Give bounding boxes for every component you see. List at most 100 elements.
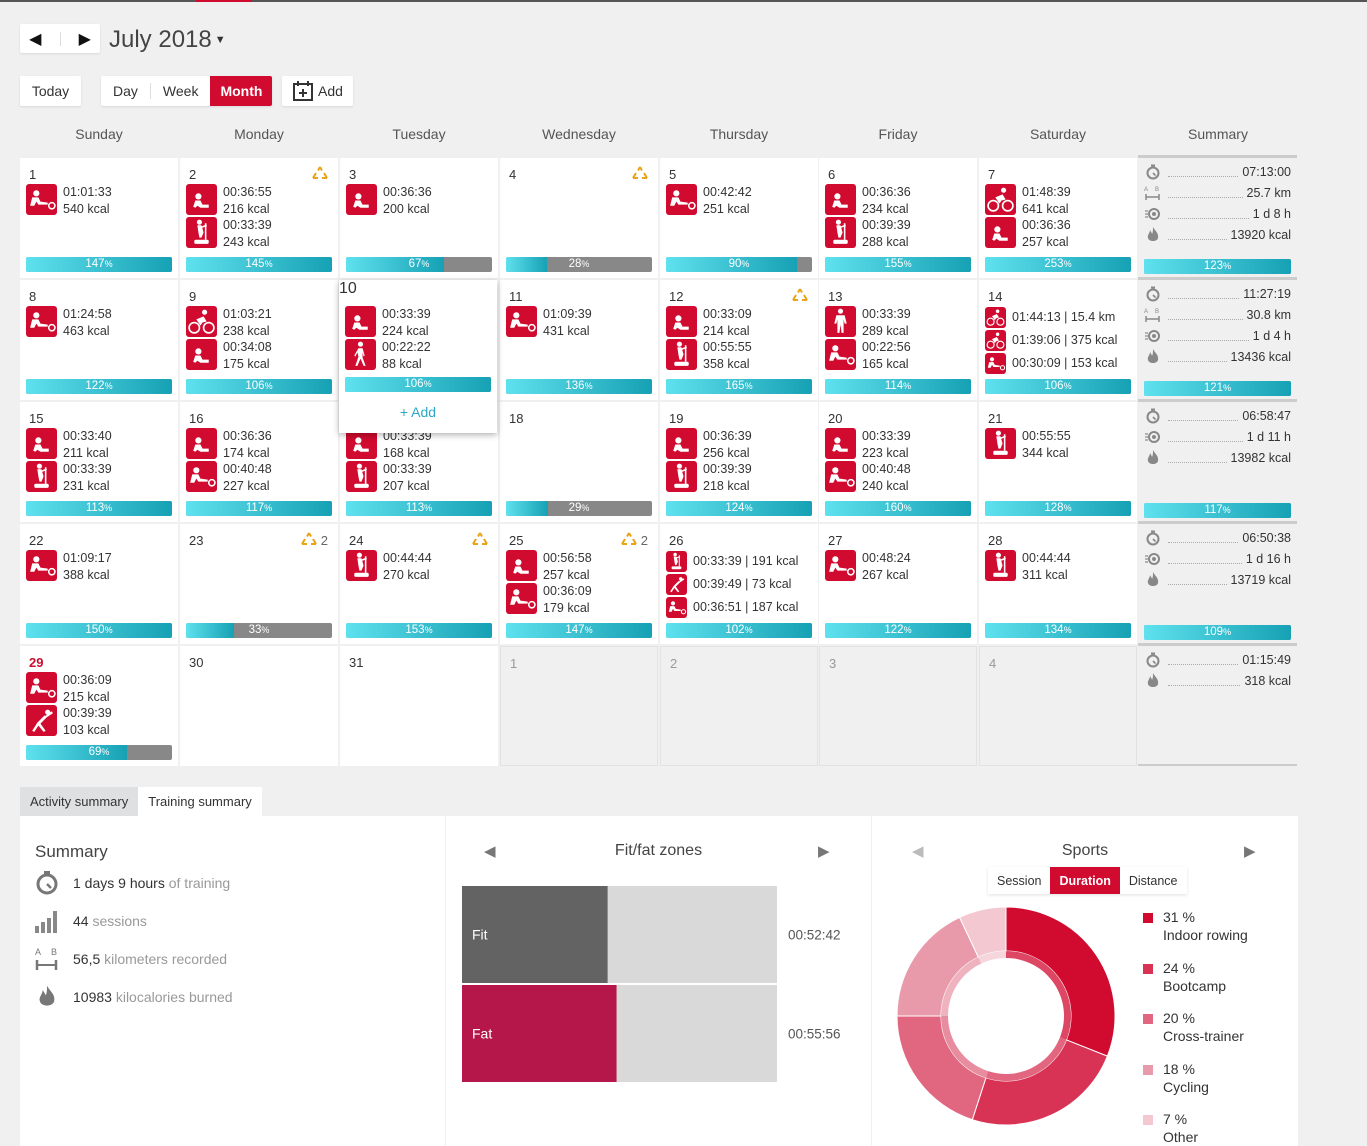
- activity-item[interactable]: 00:44:44 311 kcal: [985, 550, 1133, 583]
- day-cell[interactable]: 8 01:24:58 463 kcal 122%: [20, 280, 178, 400]
- month-selector[interactable]: July 2018 ▼: [109, 26, 226, 54]
- activity-item[interactable]: 01:44:13 | 15.4 km: [985, 306, 1133, 329]
- activity-item[interactable]: 00:36:55 216 kcal: [186, 184, 334, 217]
- activity-item[interactable]: 00:36:36 257 kcal: [985, 217, 1133, 250]
- day-cell[interactable]: 1: [500, 646, 658, 766]
- popup-add-link[interactable]: + Add: [399, 404, 437, 420]
- activity-item[interactable]: 00:30:09 | 153 kcal: [985, 352, 1133, 375]
- legend-item[interactable]: 31 % Indoor rowing: [1143, 908, 1248, 959]
- day-cell[interactable]: 25 2 00:56:58 257 kcal 00:36:09 179 kcal 147%: [500, 524, 658, 644]
- day-cell[interactable]: 23 2 33%: [180, 524, 338, 644]
- legend-item[interactable]: 24 % Bootcamp: [1143, 959, 1248, 1010]
- activity-item[interactable]: 01:09:17 388 kcal: [26, 550, 174, 583]
- tab-training-summary[interactable]: Training summary: [138, 787, 262, 816]
- day-cell[interactable]: 24 00:44:44 270 kcal 153%: [340, 524, 498, 644]
- activity-item[interactable]: 00:39:39 103 kcal: [26, 705, 174, 738]
- tab-activity-summary[interactable]: Activity summary: [20, 787, 139, 816]
- day-cell[interactable]: 1 01:01:33 540 kcal 147%: [20, 158, 178, 278]
- activity-item[interactable]: 00:33:39 243 kcal: [186, 217, 334, 250]
- day-cell[interactable]: 18 29%: [500, 402, 658, 522]
- activity-item[interactable]: 00:39:39 218 kcal: [666, 461, 814, 494]
- sports-prev-icon[interactable]: ◀: [912, 843, 924, 860]
- fitfat-prev-icon[interactable]: ◀: [484, 843, 496, 860]
- activity-item[interactable]: 00:40:48 227 kcal: [186, 461, 334, 494]
- activity-item[interactable]: 00:33:09 214 kcal: [666, 306, 814, 339]
- warning-indicator[interactable]: 2: [300, 532, 328, 548]
- view-week-button[interactable]: Week: [162, 83, 199, 99]
- zone-bar-fat[interactable]: [462, 985, 617, 1082]
- warning-indicator[interactable]: [312, 166, 328, 182]
- activity-item[interactable]: 00:33:39 289 kcal: [825, 306, 973, 339]
- day-cell[interactable]: 15 00:33:40 211 kcal 00:33:39 231 kcal 113%: [20, 402, 178, 522]
- activity-item[interactable]: 00:33:39 | 191 kcal: [666, 550, 814, 573]
- activity-item[interactable]: 00:34:08 175 kcal: [186, 339, 334, 372]
- legend-item[interactable]: 7 % Other: [1143, 1110, 1248, 1146]
- activity-item[interactable]: 00:56:58 257 kcal: [506, 550, 654, 583]
- activity-item[interactable]: 00:40:48 240 kcal: [825, 461, 973, 494]
- activity-item[interactable]: 00:36:39 256 kcal: [666, 428, 814, 461]
- activity-item[interactable]: 01:01:33 540 kcal: [26, 184, 174, 217]
- day-cell[interactable]: 22 01:09:17 388 kcal 150%: [20, 524, 178, 644]
- activity-item[interactable]: 00:36:09 215 kcal: [26, 672, 174, 705]
- activity-item[interactable]: 01:39:06 | 375 kcal: [985, 329, 1133, 352]
- prev-month-icon[interactable]: ◀: [29, 30, 42, 48]
- day-cell[interactable]: 2 00:36:55 216 kcal 00:33:39 243 kcal 145%: [180, 158, 338, 278]
- activity-item[interactable]: 01:03:21 238 kcal: [186, 306, 334, 339]
- today-button[interactable]: Today: [20, 76, 81, 106]
- day-cell[interactable]: 27 00:48:24 267 kcal 122%: [819, 524, 977, 644]
- warning-indicator[interactable]: [792, 288, 808, 304]
- day-cell[interactable]: 30: [180, 646, 338, 766]
- day-cell[interactable]: 2: [660, 646, 818, 766]
- activity-item[interactable]: 00:36:36 234 kcal: [825, 184, 973, 217]
- warning-indicator[interactable]: [472, 532, 488, 548]
- activity-item[interactable]: 00:42:42 251 kcal: [666, 184, 814, 217]
- day-cell[interactable]: 16 00:36:36 174 kcal 00:40:48 227 kcal 117%: [180, 402, 338, 522]
- day-cell[interactable]: 21 00:55:55 344 kcal 128%: [979, 402, 1137, 522]
- next-month-icon[interactable]: ▶: [78, 30, 91, 48]
- warning-indicator[interactable]: 2: [620, 532, 648, 548]
- day-cell[interactable]: 4 28%: [500, 158, 658, 278]
- activity-item[interactable]: 00:33:40 211 kcal: [26, 428, 174, 461]
- activity-item[interactable]: 00:33:39 168 kcal: [346, 428, 494, 461]
- day-cell[interactable]: 3 00:36:36 200 kcal 67%: [340, 158, 498, 278]
- day-cell[interactable]: 5 00:42:42 251 kcal 90%: [660, 158, 818, 278]
- activity-item[interactable]: 00:39:49 | 73 kcal: [666, 573, 814, 596]
- day-cell[interactable]: 29 00:36:09 215 kcal 00:39:39 103 kcal 69%: [20, 646, 178, 766]
- sports-next-icon[interactable]: ▶: [1244, 843, 1256, 860]
- activity-item[interactable]: 00:36:36 174 kcal: [186, 428, 334, 461]
- activity-item[interactable]: 00:33:39 207 kcal: [346, 461, 494, 494]
- activity-item[interactable]: 00:48:24 267 kcal: [825, 550, 973, 583]
- day-cell[interactable]: 12 00:33:09 214 kcal 00:55:55 358 kcal 165%: [660, 280, 818, 400]
- day-cell[interactable]: 4: [979, 646, 1137, 766]
- activity-item[interactable]: 00:22:22 88 kcal: [345, 339, 493, 372]
- view-day-button[interactable]: Day: [113, 83, 138, 99]
- day-cell[interactable]: 9 01:03:21 238 kcal 00:34:08 175 kcal 106%: [180, 280, 338, 400]
- activity-item[interactable]: 00:22:56 165 kcal: [825, 339, 973, 372]
- activity-item[interactable]: 00:36:36 200 kcal: [346, 184, 494, 217]
- view-month-button[interactable]: Month: [210, 76, 273, 106]
- mode-duration-button[interactable]: Duration: [1050, 867, 1120, 894]
- activity-item[interactable]: 00:44:44 270 kcal: [346, 550, 494, 583]
- day-cell[interactable]: 19 00:36:39 256 kcal 00:39:39 218 kcal 124%: [660, 402, 818, 522]
- activity-item[interactable]: 01:48:39 641 kcal: [985, 184, 1133, 217]
- warning-indicator[interactable]: [632, 166, 648, 182]
- day-cell[interactable]: 31: [340, 646, 498, 766]
- day-cell[interactable]: 13 00:33:39 289 kcal 00:22:56 165 kcal 114%: [819, 280, 977, 400]
- day-cell[interactable]: 7 01:48:39 641 kcal 00:36:36 257 kcal 253%: [979, 158, 1137, 278]
- day-cell[interactable]: 6 00:36:36 234 kcal 00:39:39 288 kcal 155%: [819, 158, 977, 278]
- activity-item[interactable]: 01:24:58 463 kcal: [26, 306, 174, 339]
- fitfat-next-icon[interactable]: ▶: [818, 843, 830, 860]
- activity-item[interactable]: 00:39:39 288 kcal: [825, 217, 973, 250]
- zone-bar-fit[interactable]: [462, 886, 608, 983]
- add-button[interactable]: Add: [282, 76, 353, 106]
- activity-item[interactable]: 00:55:55 358 kcal: [666, 339, 814, 372]
- day-cell[interactable]: 11 01:09:39 431 kcal 136%: [500, 280, 658, 400]
- day-cell[interactable]: 20 00:33:39 223 kcal 00:40:48 240 kcal 160%: [819, 402, 977, 522]
- activity-item[interactable]: 00:36:51 | 187 kcal: [666, 596, 814, 619]
- activity-item[interactable]: 01:09:39 431 kcal: [506, 306, 654, 339]
- activity-item[interactable]: 00:33:39 231 kcal: [26, 461, 174, 494]
- activity-item[interactable]: 00:33:39 224 kcal: [345, 306, 493, 339]
- activity-item[interactable]: 00:33:39 223 kcal: [825, 428, 973, 461]
- mode-distance-button[interactable]: Distance: [1128, 873, 1178, 888]
- legend-item[interactable]: 20 % Cross-trainer: [1143, 1009, 1248, 1060]
